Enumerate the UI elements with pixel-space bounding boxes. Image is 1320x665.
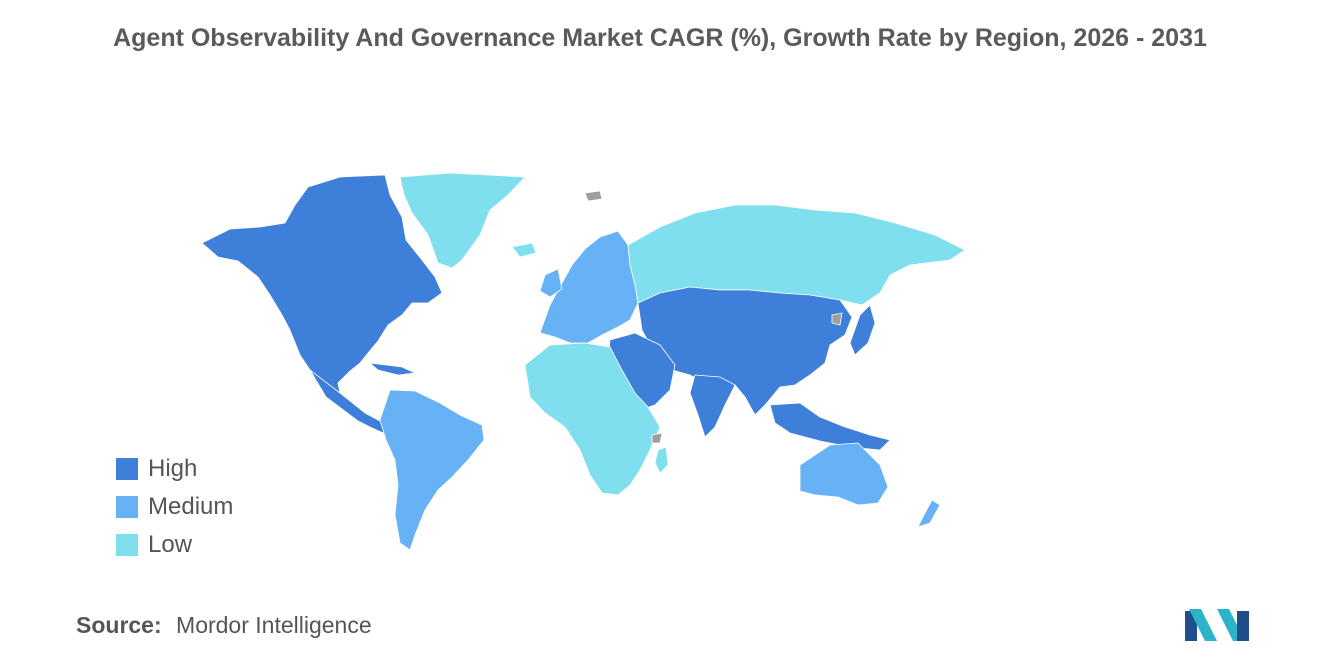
source-label: Source:	[76, 612, 162, 638]
region-north-america	[201, 174, 443, 394]
legend-item-medium: Medium	[116, 488, 233, 526]
region-new-zealand	[917, 499, 941, 528]
region-uk	[539, 268, 563, 298]
region-asia-pacific	[637, 286, 853, 416]
mordor-logo	[1185, 609, 1249, 641]
legend-label-high: High	[148, 455, 198, 482]
region-africa	[524, 342, 661, 496]
region-north-korea	[831, 312, 843, 326]
legend-item-high: High	[116, 450, 233, 488]
region-somalia	[651, 432, 663, 444]
region-australia	[799, 442, 889, 506]
region-caribbean	[368, 362, 417, 376]
region-southeast-asia	[769, 402, 891, 451]
legend-swatch-high	[116, 458, 138, 480]
region-greenland	[399, 172, 526, 269]
legend-label-medium: Medium	[148, 493, 234, 520]
world-map	[201, 172, 966, 551]
region-svalbard	[584, 190, 603, 202]
region-japan	[849, 304, 876, 356]
region-madagascar	[654, 446, 669, 474]
source-value: Mordor Intelligence	[176, 612, 372, 638]
region-central-america	[309, 369, 391, 434]
logo-diagonal-stroke	[1189, 609, 1217, 641]
legend-label-low: Low	[148, 531, 193, 558]
legend-swatch-low	[116, 534, 138, 556]
region-south-america	[379, 389, 485, 551]
region-india	[689, 374, 736, 438]
region-iceland	[511, 242, 537, 258]
legend-swatch-medium	[116, 496, 138, 518]
logo-right-stroke	[1237, 611, 1249, 641]
chart-title: Agent Observability And Governance Marke…	[113, 24, 1207, 52]
source-line: Source: Mordor Intelligence	[76, 612, 372, 639]
legend: High Medium Low	[116, 450, 233, 564]
legend-item-low: Low	[116, 526, 233, 564]
